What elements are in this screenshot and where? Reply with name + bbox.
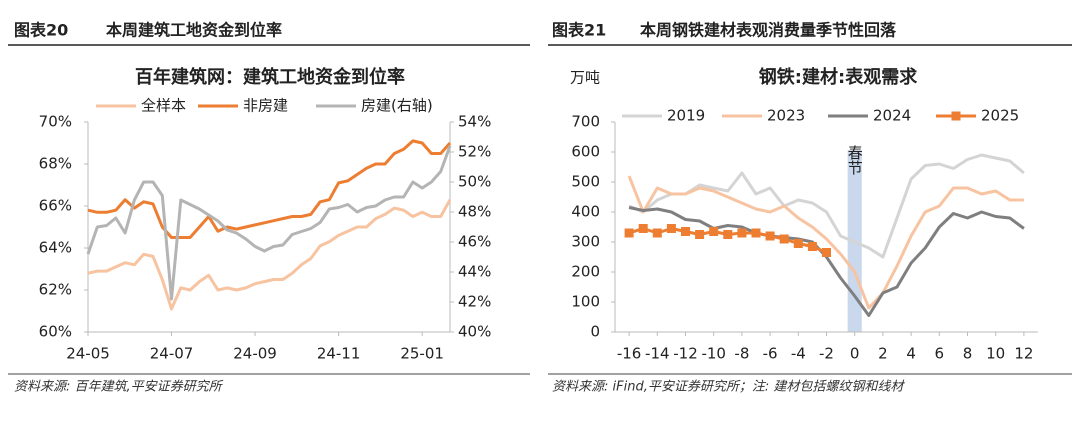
y2-tick-label: 40% <box>458 323 491 341</box>
x-tick-label: -8 <box>734 345 749 363</box>
y-tick-label: 70% <box>39 113 72 131</box>
series-line <box>86 145 452 301</box>
x-tick-label: -4 <box>791 345 806 363</box>
y2-tick-label: 48% <box>458 203 491 221</box>
x-tick-label: 6 <box>935 345 945 363</box>
y2-tick-label: 44% <box>458 263 491 281</box>
x-tick-label: 2 <box>878 345 888 363</box>
annotation: 春节 <box>846 145 864 175</box>
chart-title: 百年建筑网：建筑工地资金到位率 <box>135 66 405 88</box>
x-tick-label: 0 <box>850 345 860 363</box>
series-line <box>628 206 1025 317</box>
x-tick-label: -14 <box>645 345 670 363</box>
figure-label: 图表21 <box>552 21 606 40</box>
point-marker <box>723 230 733 239</box>
y-tick-label: 300 <box>571 233 600 251</box>
point-marker <box>624 228 634 238</box>
x-tick-label: 24-09 <box>233 345 277 363</box>
y2-tick-label: 54% <box>458 113 491 131</box>
x-tick-label: -16 <box>617 345 642 363</box>
x-tick-label: 10 <box>986 345 1005 363</box>
series-line <box>627 175 1024 310</box>
point-marker <box>638 224 648 233</box>
legend-label: 全样本 <box>141 97 186 115</box>
point-marker <box>765 231 775 241</box>
legend-label: 2025 <box>981 107 1019 125</box>
y-tick-label: 600 <box>571 143 600 161</box>
legend-label: 2019 <box>667 107 705 125</box>
x-tick-label: 8 <box>963 345 973 363</box>
x-tick-label: 12 <box>1014 345 1033 363</box>
series-line <box>87 198 452 311</box>
y-tick-label: 200 <box>571 263 600 281</box>
x-tick-label: -2 <box>819 345 834 363</box>
legend-marker <box>951 111 961 121</box>
y-tick-label: 68% <box>39 155 72 173</box>
figure-caption: 本周钢铁建材表观消费量季节性回落 <box>640 21 897 40</box>
y2-tick-label: 52% <box>458 143 491 161</box>
figure-caption: 本周建筑工地资金到位率 <box>106 21 282 40</box>
point-marker <box>807 242 817 251</box>
y-tick-label: 66% <box>39 197 72 215</box>
x-tick-label: 24-07 <box>150 345 194 363</box>
y-tick-label: 0 <box>590 323 600 341</box>
y2-tick-label: 46% <box>458 233 491 251</box>
source-note: 资料来源: iFind,平安证券研究所；注: 建材包括螺纹钢和线材 <box>552 379 905 395</box>
figure-label: 图表20 <box>14 21 68 40</box>
x-tick-label: -12 <box>673 345 698 363</box>
y-axis-label: 万吨 <box>570 69 600 87</box>
x-tick-label: -6 <box>763 345 778 363</box>
series-line <box>87 139 452 239</box>
x-tick-label: 24-05 <box>66 345 110 363</box>
legend-label: 2024 <box>873 107 911 125</box>
y2-tick-label: 50% <box>458 173 491 191</box>
legend-label: 2023 <box>767 107 805 125</box>
point-marker <box>709 227 719 236</box>
y-tick-label: 62% <box>39 281 72 299</box>
chart-title: 钢铁:建材:表观需求 <box>759 66 918 88</box>
source-note: 资料来源: 百年建筑,平安证券研究所 <box>14 379 224 395</box>
y-tick-label: 500 <box>571 173 600 191</box>
legend-label: 非房建 <box>243 97 288 115</box>
point-marker <box>695 230 705 239</box>
y-tick-label: 700 <box>571 113 600 131</box>
point-marker <box>737 228 747 238</box>
point-marker <box>652 228 662 238</box>
point-marker <box>793 239 803 248</box>
y-tick-label: 400 <box>571 203 600 221</box>
point-marker <box>779 234 789 244</box>
point-marker <box>822 248 831 257</box>
series-line <box>628 153 1025 259</box>
x-tick-label: 4 <box>906 345 916 363</box>
y2-tick-label: 42% <box>458 293 491 311</box>
x-tick-label: 24-11 <box>317 345 361 363</box>
legend-label: 房建(右轴) <box>361 97 433 115</box>
y-tick-label: 100 <box>571 293 600 311</box>
point-marker <box>751 228 761 238</box>
y-tick-label: 64% <box>39 239 72 257</box>
point-marker <box>681 227 690 236</box>
y-tick-label: 60% <box>39 323 72 341</box>
x-tick-label: -10 <box>701 345 726 363</box>
x-tick-label: 25-01 <box>400 345 444 363</box>
point-marker <box>666 224 676 233</box>
